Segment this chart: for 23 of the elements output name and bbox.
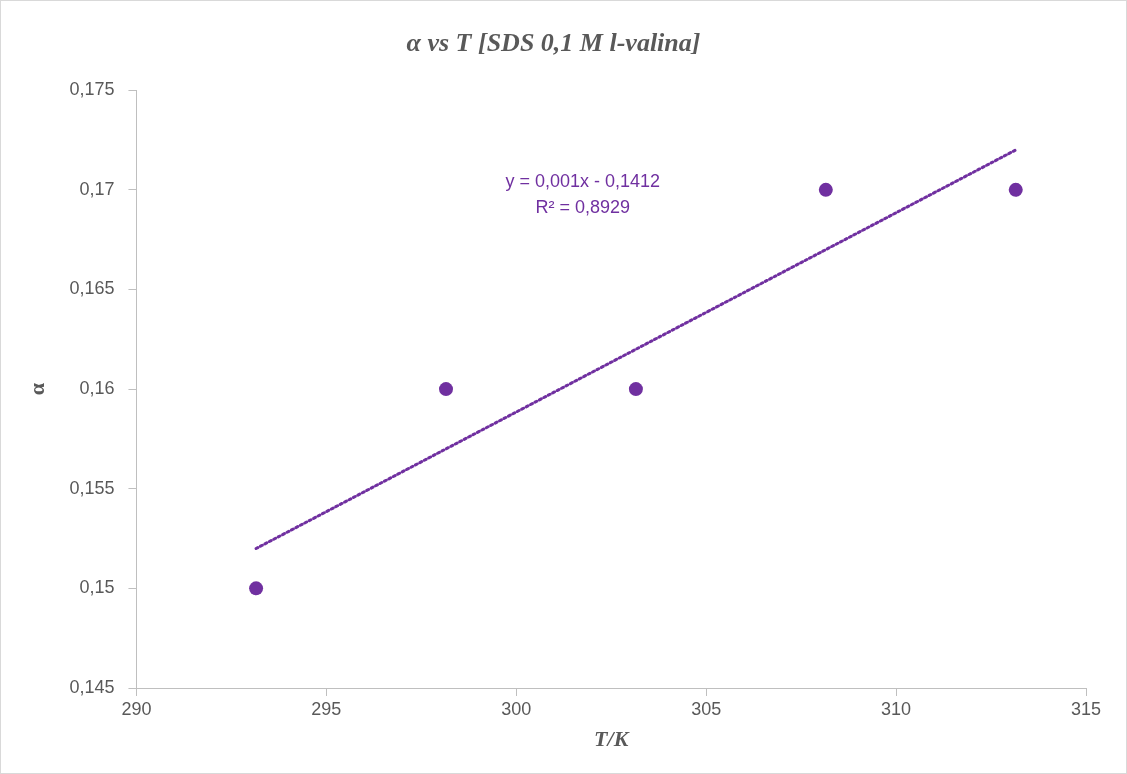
point	[818, 182, 833, 197]
x-tick-label: 300	[501, 698, 532, 719]
y-axis-title: α	[23, 382, 49, 396]
x-tick-label: 295	[311, 698, 342, 719]
chart-title: α vs T [SDS 0,1 M l-valina]	[406, 28, 701, 58]
y-tick-label: 0,145	[69, 676, 115, 697]
point	[1008, 182, 1023, 197]
y-tick-label: 0,155	[69, 477, 115, 498]
annotation: R² = 0,8929	[535, 197, 631, 218]
y-tick-label: 0,165	[69, 278, 115, 299]
y-tick-label: 0,175	[69, 79, 115, 100]
y-tick-label: 0,17	[79, 178, 115, 199]
point	[628, 382, 643, 397]
annotation: y = 0,001x - 0,1412	[505, 171, 661, 192]
x-tick-label: 310	[881, 698, 912, 719]
y-tick-label: 0,15	[79, 577, 115, 598]
x-axis-title: T/K	[594, 726, 630, 752]
x-tick-label: 290	[121, 698, 152, 719]
x-tick-label: 305	[691, 698, 722, 719]
point	[249, 581, 264, 596]
y-tick-label: 0,16	[79, 378, 115, 399]
x-tick-label: 315	[1070, 698, 1102, 719]
point	[439, 382, 453, 397]
